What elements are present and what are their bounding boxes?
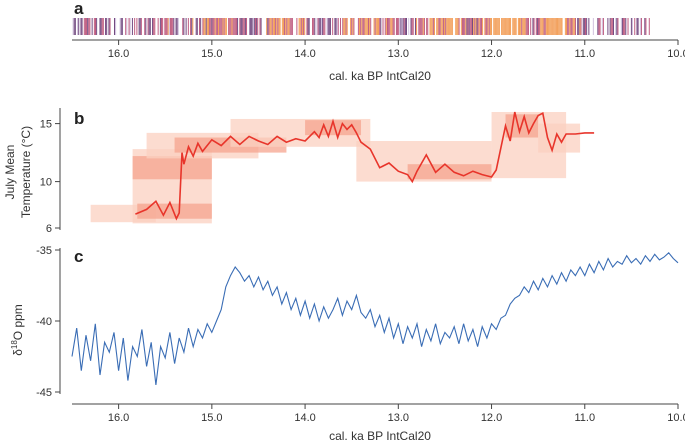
isotope-y-axis-title-prefix: δ [11,349,25,356]
temperature-band-9 [407,164,492,180]
temperature-y-axis-title-line2: Temperature (°C) [19,126,33,218]
strip-density-bars [72,18,650,35]
panel-c-x-tick-label-6: 10.0 [667,412,685,424]
panel-c-y-tick-label-2: -45 [36,387,52,399]
panel-b-y-tick-label-0: 6 [46,223,52,235]
panel-c-x-tick-label-4: 12.0 [481,412,502,424]
panel-a-x-tick-label-6: 10.0 [667,48,685,60]
panel-c-x-axis-title: cal. ka BP IntCal20 [329,429,431,443]
temperature-band-3 [137,203,212,219]
panel-a-x-ticks: 16.0 15.0 14.0 13.0 12.0 11.0 10.0 [108,40,685,60]
panel-label-a: a [74,0,84,18]
panel-a-x-tick-label-0: 16.0 [108,48,129,60]
temperature-y-axis-title-line1: July Mean [3,145,17,200]
panel-a-x-tick-label-2: 14.0 [294,48,315,60]
temperature-line [135,111,595,221]
panel-c-x-tick-label-0: 16.0 [108,412,129,424]
panel-a-x-tick-label-1: 15.0 [201,48,222,60]
panel-label-c: c [74,247,83,266]
panel-b-y-ticks: 6 10 15 [40,119,60,235]
panel-b-y-tick-label-2: 15 [40,119,52,131]
isotope-y-axis-title: δ18O ppm [10,304,25,356]
panel-c-y-tick-label-0: -35 [36,245,52,257]
panel-c-x-ticks: 16.0 15.0 14.0 13.0 12.0 11.0 10.0 [108,404,685,424]
panel-c-y-tick-label-1: -40 [36,316,52,328]
temperature-band-2 [132,156,212,180]
temperature-band-7 [305,120,362,136]
panel-c-x-tick-label-5: 11.0 [574,412,595,424]
panel-b-y-tick-label-1: 10 [40,177,52,189]
panel-a-x-axis-title: cal. ka BP IntCal20 [329,69,431,83]
isotope-y-axis-title-superscript: 18 [10,340,19,349]
panel-c-y-ticks: -35 -40 -45 [36,245,60,399]
panel-c-x-tick-label-1: 15.0 [201,412,222,424]
isotope-y-axis-title-suffix: O ppm [11,304,25,340]
panel-c-x-tick-label-3: 13.0 [388,412,409,424]
isotope-line [71,251,679,385]
temperature-uncertainty-bands [90,112,581,224]
panel-a-x-tick-label-5: 11.0 [574,48,595,60]
panel-label-b: b [74,109,84,128]
panel-c-x-tick-label-2: 14.0 [294,412,315,424]
panel-a-x-tick-label-3: 13.0 [388,48,409,60]
panel-a-x-tick-label-4: 12.0 [481,48,502,60]
